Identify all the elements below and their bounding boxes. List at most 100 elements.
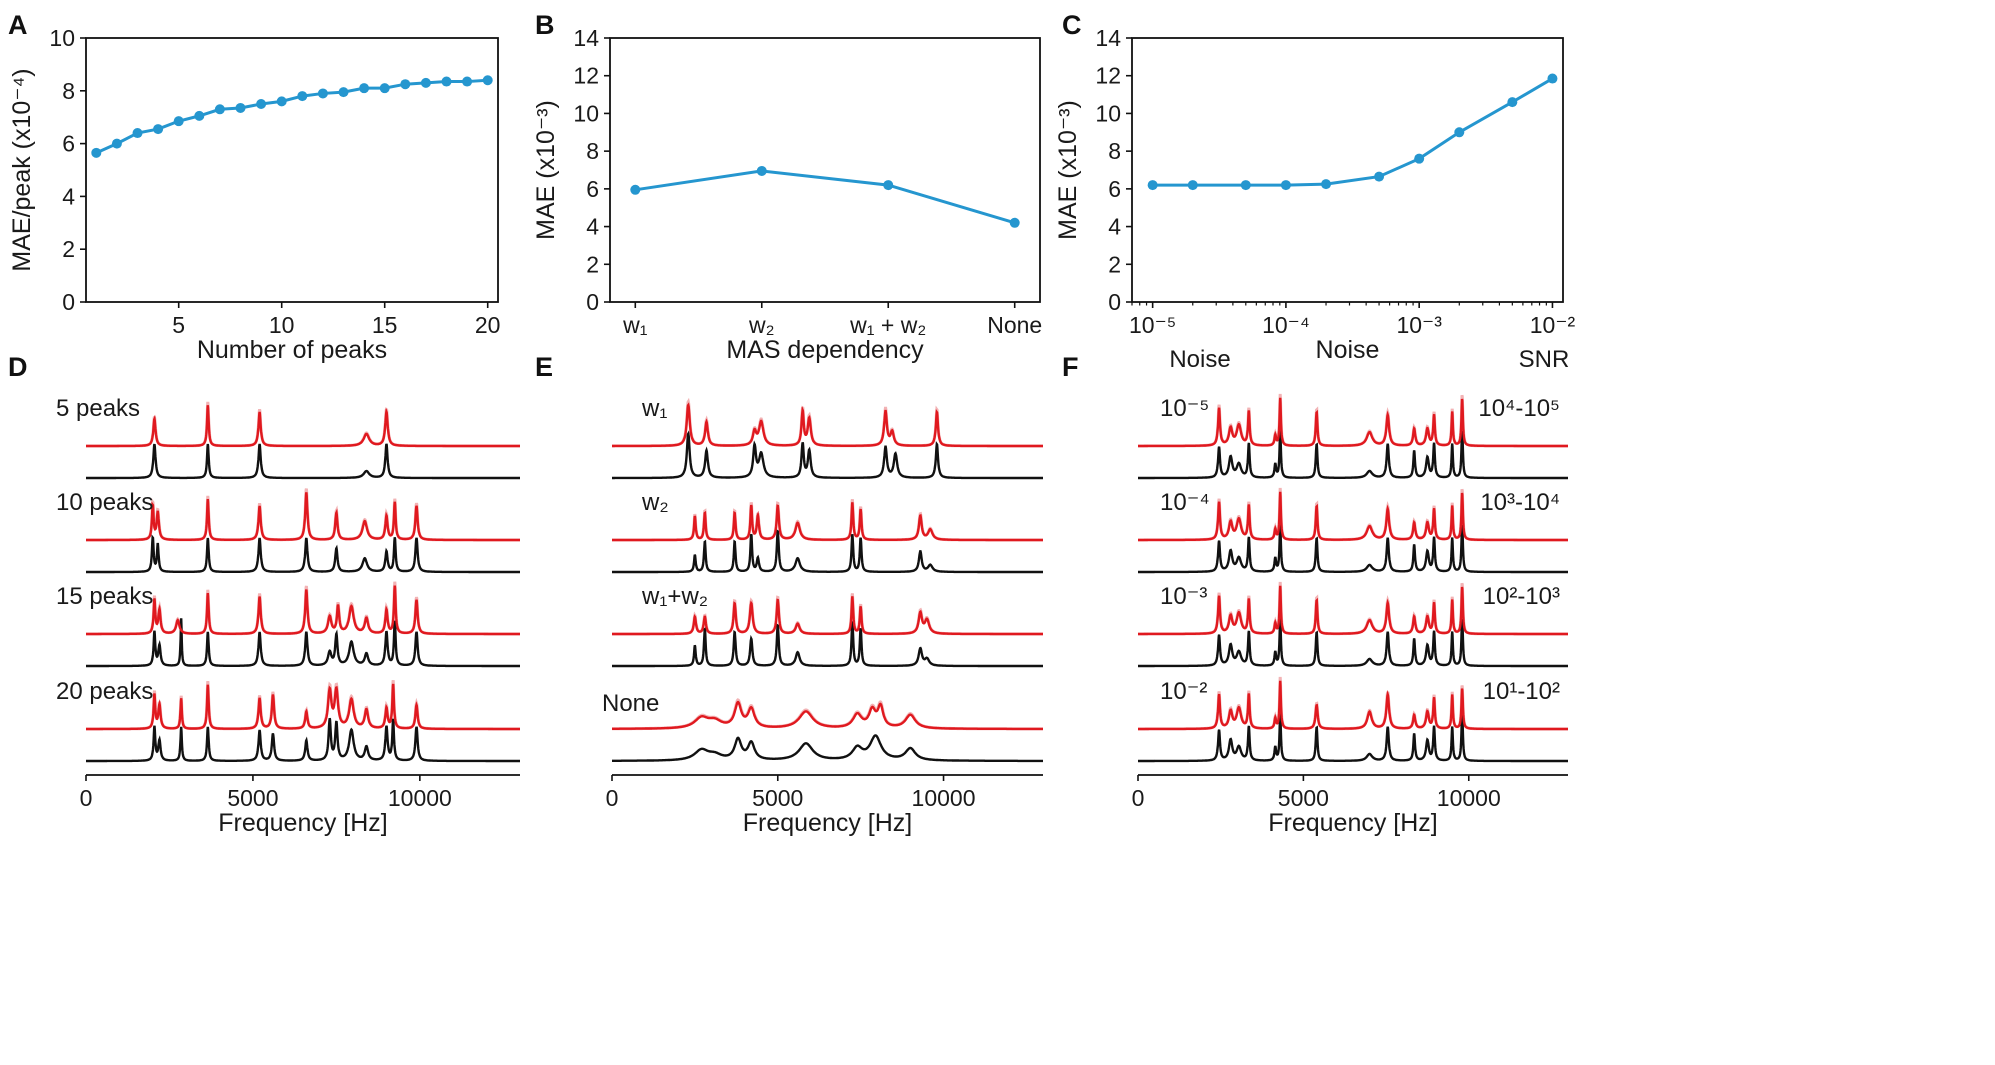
predicted-spectrum	[1138, 491, 1568, 542]
data-point	[1507, 97, 1518, 108]
data-point	[630, 184, 641, 195]
y-tick-label: 8	[1108, 138, 1121, 164]
y-tick-label: 12	[573, 63, 599, 89]
predicted-spectrum	[612, 502, 1043, 542]
y-tick-label: 4	[62, 183, 75, 209]
x-tick-label: 5000	[752, 785, 803, 811]
data-point	[111, 138, 122, 149]
y-tick-label: 8	[586, 138, 599, 164]
row-label: 10⁻⁵	[1160, 395, 1209, 422]
y-tick-label: 2	[1108, 251, 1121, 277]
x-axis-label: Frequency [Hz]	[218, 809, 388, 837]
plot-frame	[85, 37, 499, 303]
plot-frame	[1131, 37, 1564, 303]
x-axis-label: Frequency [Hz]	[743, 809, 913, 837]
panel-letter-A: A	[8, 10, 28, 40]
data-point	[883, 180, 894, 191]
ground-truth-spectrum	[86, 443, 520, 480]
ground-truth-spectrum	[86, 717, 520, 763]
ground-truth-spectrum	[1138, 617, 1568, 668]
x-tick-label: 10000	[388, 785, 452, 811]
data-point	[1547, 73, 1558, 84]
plot-frame	[609, 37, 1041, 303]
data-point	[1280, 180, 1291, 191]
panel-letter-B: B	[535, 10, 555, 40]
x-axis-label: Number of peaks	[197, 336, 387, 364]
data-point	[338, 87, 349, 98]
y-tick-label: 6	[586, 176, 599, 202]
panel-letter-E: E	[535, 352, 553, 382]
ground-truth-spectrum	[1138, 523, 1568, 574]
x-tick-label: 5000	[1278, 785, 1329, 811]
y-tick-label: 14	[573, 25, 599, 51]
uncertainty-band	[612, 698, 1043, 731]
row-label: 10 peaks	[56, 489, 153, 516]
x-tick-label: 5000	[227, 785, 278, 811]
predicted-spectrum	[86, 492, 520, 542]
row-label: w₁+w₂	[641, 583, 708, 610]
x-tick-label: None	[987, 312, 1042, 338]
row-label: 10⁻²	[1160, 678, 1207, 705]
x-tick-label: 10	[269, 312, 295, 338]
row-label: 5 peaks	[56, 395, 140, 422]
predicted-spectrum	[86, 585, 520, 636]
data-point	[132, 128, 143, 139]
row-label: 10⁻⁴	[1160, 489, 1210, 516]
data-point	[297, 91, 308, 102]
y-tick-label: 4	[586, 214, 599, 240]
data-point	[482, 75, 493, 86]
data-point	[462, 76, 473, 87]
data-point	[276, 96, 287, 107]
series-line	[1152, 77, 1554, 187]
data-point	[235, 102, 246, 113]
row-snr-label: 10¹-10²	[1483, 678, 1560, 705]
y-tick-label: 6	[62, 131, 75, 157]
panel-letter-F: F	[1062, 352, 1079, 382]
data-point	[173, 116, 184, 127]
y-axis-label: MAE/peak (x10⁻⁴)	[8, 68, 36, 271]
data-point	[1187, 180, 1198, 191]
data-point	[317, 88, 328, 99]
x-tick-label: 0	[1132, 785, 1145, 811]
y-tick-label: 10	[49, 25, 75, 51]
row-snr-label: 10⁴-10⁵	[1478, 395, 1560, 422]
series-line	[95, 78, 488, 155]
data-point	[756, 165, 767, 176]
x-tick-label: 0	[606, 785, 619, 811]
data-point	[194, 110, 205, 121]
x-tick-label: 10⁻⁴	[1262, 312, 1310, 338]
data-point	[1414, 153, 1425, 164]
y-tick-label: 0	[62, 289, 75, 315]
data-point	[1147, 180, 1158, 191]
row-label: 10⁻³	[1160, 583, 1207, 610]
predicted-spectrum	[612, 700, 1043, 731]
x-tick-label: 0	[80, 785, 93, 811]
x-axis-label: Noise	[1316, 336, 1380, 364]
predicted-spectrum	[612, 596, 1043, 636]
x-tick-label: 10⁻⁵	[1129, 312, 1176, 338]
data-point	[400, 79, 411, 90]
x-tick-label: 15	[372, 312, 398, 338]
row-label: w₂	[641, 489, 669, 516]
snr-header: SNR	[1519, 346, 1570, 373]
x-tick-label: 10000	[912, 785, 976, 811]
data-point	[214, 104, 225, 115]
data-point	[1454, 127, 1465, 138]
y-axis-label: MAE (x10⁻³)	[532, 100, 560, 240]
panel-B: B 0 2 4 6 8 10 12 14 w₁ w₂ w₁ + w₂ None MAS dependenc…	[532, 10, 1042, 364]
uncertainty-band	[612, 498, 1043, 542]
predicted-spectrum	[612, 402, 1043, 448]
data-point	[1321, 179, 1332, 190]
y-tick-label: 14	[1095, 25, 1121, 51]
x-axis-label: Frequency [Hz]	[1268, 809, 1438, 837]
data-point	[256, 99, 267, 109]
series-line	[635, 169, 1016, 225]
x-axis-label: MAS dependency	[726, 336, 924, 364]
row-label: 15 peaks	[56, 583, 153, 610]
y-axis-label: MAE (x10⁻³)	[1054, 100, 1082, 240]
noise-header: Noise	[1169, 346, 1230, 373]
data-point	[153, 124, 164, 135]
